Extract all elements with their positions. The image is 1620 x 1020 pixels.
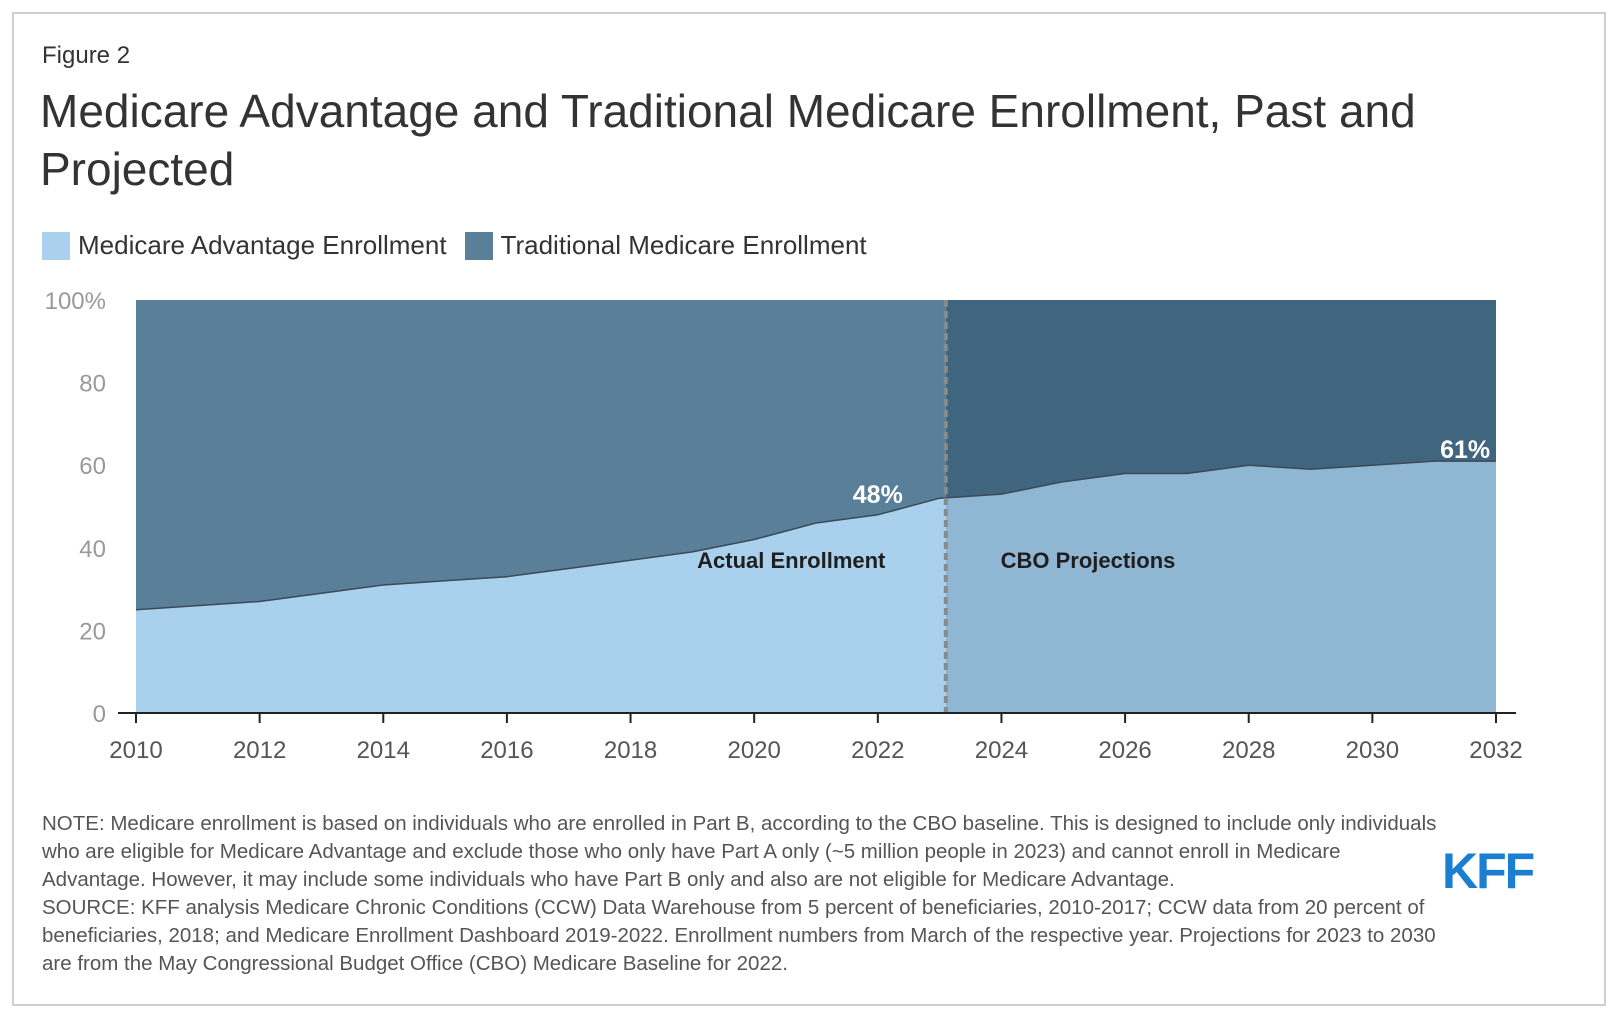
series-boundary-line [135, 460, 1496, 611]
y-tick-label: 20 [79, 618, 106, 645]
figure-label: Figure 2 [42, 42, 131, 69]
area-traditional-medicare-projected [945, 300, 1496, 498]
x-tick-label: 2014 [357, 737, 410, 764]
x-tick-label: 2010 [109, 737, 162, 764]
area-medicare-advantage-actual [136, 497, 946, 713]
y-tick-label: 100% [45, 288, 106, 315]
x-tick-label: 2012 [233, 737, 286, 764]
x-tick-label: 2016 [480, 737, 533, 764]
x-tick-label: 2030 [1346, 737, 1399, 764]
x-tick-label: 2028 [1222, 737, 1275, 764]
annotation-actual-enrollment: Actual Enrollment [697, 548, 886, 573]
x-tick-label: 2026 [1098, 737, 1151, 764]
x-tick-label: 2022 [851, 737, 904, 764]
legend-label-medicare-advantage: Medicare Advantage Enrollment [78, 230, 447, 260]
y-tick-label: 0 [93, 701, 106, 728]
annotation-61-percent: 61% [1440, 436, 1490, 464]
legend-swatch-medicare-advantage [42, 231, 70, 260]
note-text: NOTE: Medicare enrollment is based on in… [42, 812, 1437, 891]
chart-legend: Medicare Advantage Enrollment Traditiona… [42, 230, 885, 261]
legend-item-traditional-medicare: Traditional Medicare Enrollment [464, 230, 867, 261]
legend-swatch-traditional-medicare [464, 231, 493, 260]
x-tick-label: 2020 [727, 737, 780, 764]
x-tick-label: 2024 [975, 737, 1028, 764]
y-tick-label: 80 [79, 371, 106, 398]
source-text: SOURCE: KFF analysis Medicare Chronic Co… [42, 896, 1436, 975]
chart-title: Medicare Advantage and Traditional Medic… [40, 85, 1416, 195]
x-tick-label: 2032 [1469, 737, 1522, 764]
area-medicare-advantage-projected [945, 461, 1496, 713]
legend-label-traditional-medicare: Traditional Medicare Enrollment [500, 230, 867, 260]
y-tick-label: 60 [79, 453, 106, 480]
kff-logo: KFF [1442, 843, 1535, 899]
annotation-cbo-projections: CBO Projections [1001, 548, 1176, 573]
x-tick-label: 2018 [604, 737, 657, 764]
area-traditional-medicare-actual [136, 300, 946, 610]
chart-notes: NOTE: Medicare enrollment is based on in… [42, 810, 1442, 978]
legend-item-medicare-advantage: Medicare Advantage Enrollment [42, 230, 447, 261]
y-tick-label: 40 [79, 536, 106, 563]
stacked-area-chart: 0 20 40 60 80 100% 2010 2012 2014 2016 2018 2020 202… [45, 288, 1523, 764]
annotation-48-percent: 48% [853, 481, 903, 509]
